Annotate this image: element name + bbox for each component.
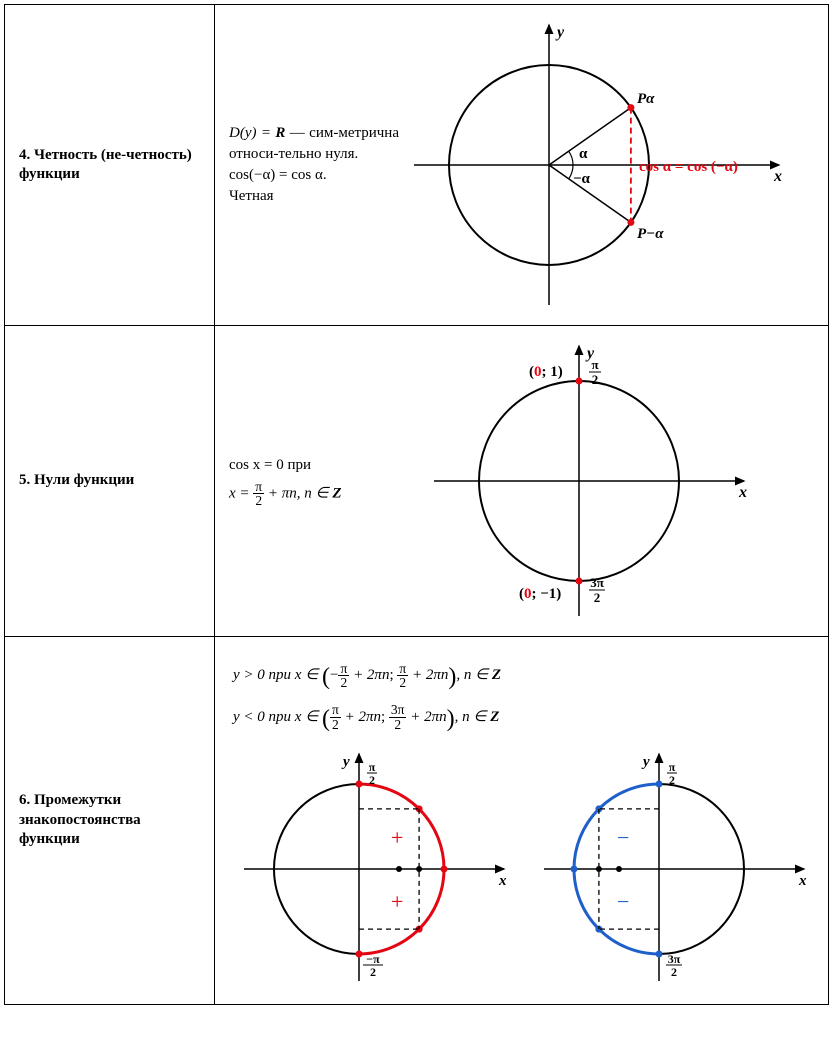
row5-label: 5. Нули функции xyxy=(5,326,215,637)
row4-content: D(y) = R — сим-метрична относи-тельно ну… xyxy=(215,5,829,326)
table-row: 6. Промежутки знакопостоянства функции y… xyxy=(5,637,829,1005)
svg-text:P−α: P−α xyxy=(637,226,664,242)
svg-text:−π: −π xyxy=(366,952,380,966)
zeros-diagram: x y (0; 1) π2 (0; −1) 3π2 xyxy=(399,336,799,626)
parity-equation: cos α = cos (−α) xyxy=(639,159,738,175)
x-axis-label: x xyxy=(773,168,782,185)
svg-text:x: x xyxy=(498,873,507,889)
svg-text:2: 2 xyxy=(370,965,376,979)
svg-text:2: 2 xyxy=(669,773,675,787)
svg-text:2: 2 xyxy=(592,372,599,387)
svg-text:(0; −1): (0; −1) xyxy=(519,586,561,602)
row4-figure: x y α −α Pα P−α cos α = cos (−α) xyxy=(399,15,799,315)
sign-diagrams: x y + + π2 −π2 xyxy=(229,744,809,994)
svg-text:−: − xyxy=(617,825,629,850)
table-row: 5. Нули функции cos x = 0 при x = π2 + π… xyxy=(5,326,829,637)
svg-text:α: α xyxy=(579,146,588,162)
row5-content: cos x = 0 при x = π2 + πn, n ∈ Z x y (0;… xyxy=(215,326,829,637)
row6-content: y > 0 при x ∈ (−π2 + 2πn; π2 + 2πn), n ∈… xyxy=(215,637,829,1005)
svg-text:Pα: Pα xyxy=(637,91,655,107)
parity-diagram: x y α −α Pα P−α cos α = cos (−α) xyxy=(399,15,799,315)
row5-figure: x y (0; 1) π2 (0; −1) 3π2 xyxy=(399,336,799,626)
svg-text:3π: 3π xyxy=(590,575,604,590)
row4-label: 4. Четность (не-четность) функции xyxy=(5,5,215,326)
svg-text:y: y xyxy=(341,754,350,770)
row5-text: cos x = 0 при x = π2 + πn, n ∈ Z xyxy=(229,451,399,512)
properties-table: 4. Четность (не-четность) функции D(y) =… xyxy=(4,4,829,1005)
svg-text:−: − xyxy=(617,889,629,914)
row6-figures: x y + + π2 −π2 xyxy=(229,744,814,994)
row6-text: y > 0 при x ∈ (−π2 + 2πn; π2 + 2πn), n ∈… xyxy=(229,647,814,736)
svg-text:2: 2 xyxy=(671,965,677,979)
svg-text:+: + xyxy=(391,825,403,850)
svg-text:π: π xyxy=(669,760,676,774)
label-text: 5. Нули функции xyxy=(19,472,134,488)
svg-text:3π: 3π xyxy=(668,952,681,966)
svg-text:y: y xyxy=(641,754,650,770)
svg-text:x: x xyxy=(798,873,807,889)
svg-text:(0; 1): (0; 1) xyxy=(529,364,563,380)
label-text: 6. Промежутки знакопостоянства функции xyxy=(19,792,141,847)
row4-text: D(y) = R — сим-метрична относи-тельно ну… xyxy=(229,123,399,207)
svg-text:π: π xyxy=(369,760,376,774)
row6-label: 6. Промежутки знакопостоянства функции xyxy=(5,637,215,1005)
svg-text:+: + xyxy=(391,889,403,914)
svg-text:x: x xyxy=(738,484,747,501)
label-text: 4. Четность (не-четность) функции xyxy=(19,147,192,183)
svg-text:2: 2 xyxy=(594,590,601,605)
table-row: 4. Четность (не-четность) функции D(y) =… xyxy=(5,5,829,326)
svg-text:π: π xyxy=(591,357,598,372)
svg-text:−α: −α xyxy=(573,171,591,187)
svg-text:2: 2 xyxy=(369,773,375,787)
y-axis-label: y xyxy=(555,24,565,41)
